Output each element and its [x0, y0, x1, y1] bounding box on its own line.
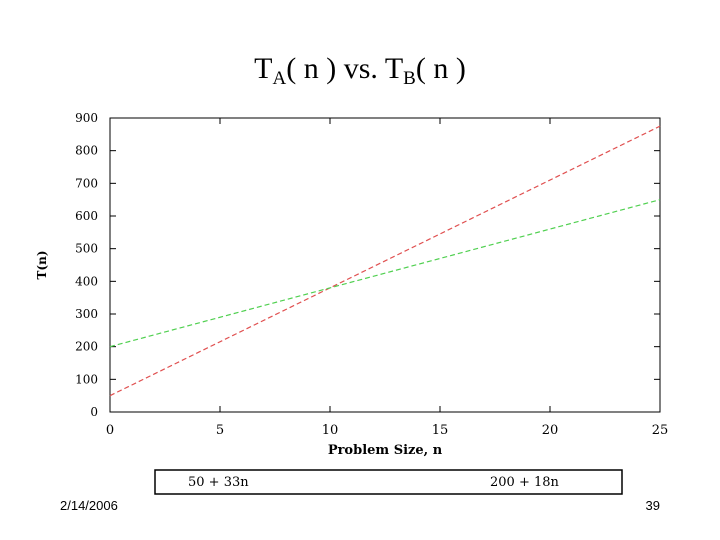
y-tick-label: 800 [75, 144, 98, 158]
y-tick-label: 900 [75, 111, 98, 125]
y-tick-label: 500 [75, 242, 98, 256]
x-tick-label: 10 [322, 423, 339, 438]
slide-page-number: 39 [645, 498, 660, 513]
x-tick-label: 20 [542, 423, 559, 438]
y-tick-label: 200 [75, 340, 98, 354]
y-tick-label: 0 [90, 405, 98, 419]
y-tick-label: 400 [75, 274, 98, 288]
x-tick-label: 5 [216, 423, 224, 438]
x-axis-label: Problem Size, n [328, 443, 443, 458]
series-line-2 [109, 199, 661, 348]
y-axis-label: T(n) [35, 250, 49, 279]
y-tick-label: 600 [75, 209, 98, 223]
series-line-1 [109, 125, 661, 397]
slide-date: 2/14/2006 [60, 498, 118, 513]
y-tick-label: 300 [75, 307, 98, 321]
slide-title: TA( n ) vs. TB( n ) [254, 52, 466, 89]
x-tick-label: 0 [106, 423, 114, 438]
legend-entry-label: 50 + 33n [188, 475, 249, 490]
plot-frame [109, 117, 661, 413]
y-tick-label: 700 [75, 176, 98, 190]
legend-box [154, 469, 623, 495]
x-tick-label: 25 [652, 423, 669, 438]
x-tick-label: 15 [432, 423, 449, 438]
y-tick-label: 100 [75, 372, 98, 386]
legend-entry-label: 200 + 18n [490, 475, 560, 490]
